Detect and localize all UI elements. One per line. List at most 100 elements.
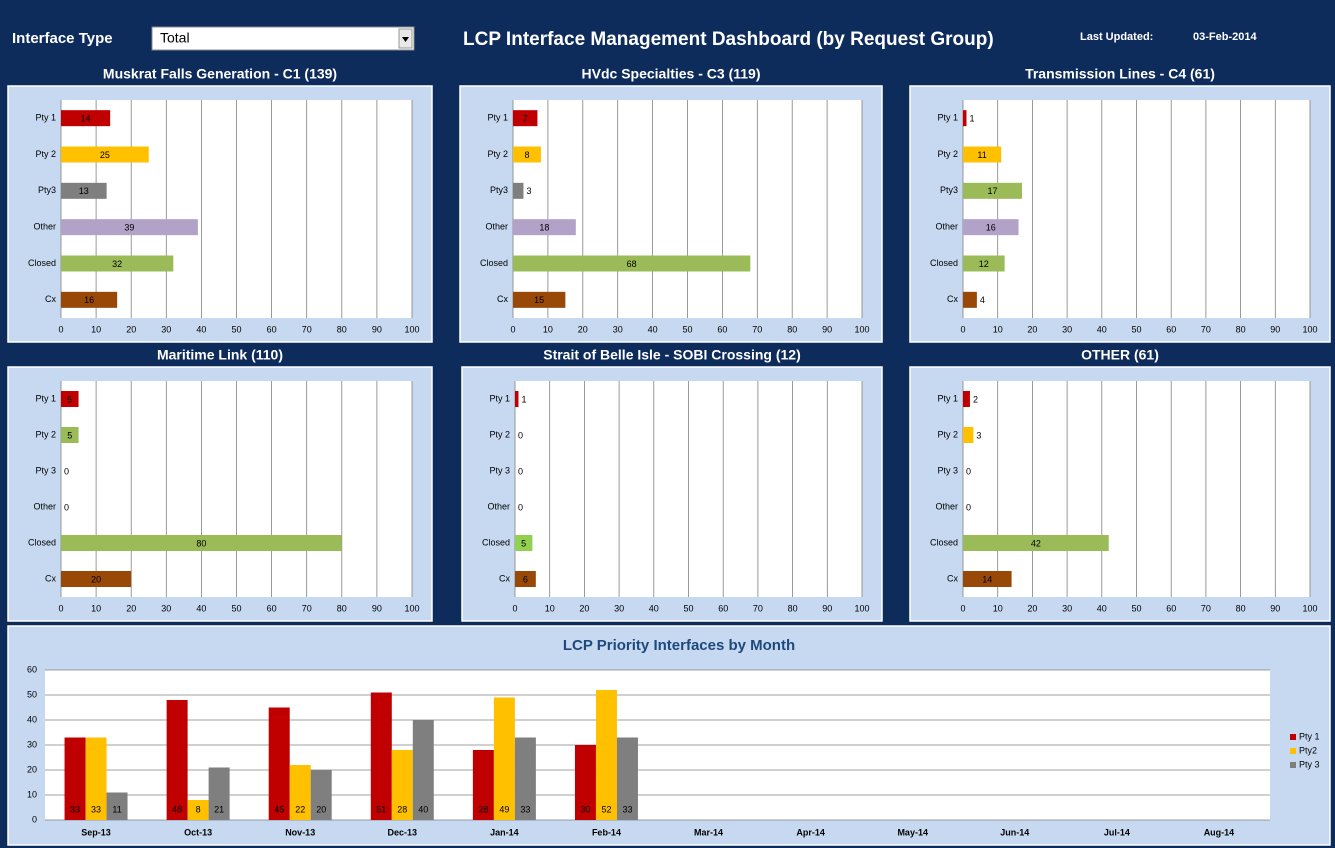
chart-title: HVdc Specialties - C3 (119): [582, 66, 761, 82]
x-tick-label: 20: [1027, 324, 1037, 334]
data-label: 0: [966, 502, 971, 512]
x-tick-label: 70: [752, 324, 762, 334]
data-label: 28: [478, 804, 488, 814]
y-tick-label: Pty 1: [489, 393, 510, 403]
data-label: 1: [969, 114, 974, 124]
bar: [85, 737, 107, 820]
x-tick-label: 0: [58, 324, 63, 334]
data-label: 17: [987, 186, 997, 196]
bar: [370, 692, 392, 820]
x-tick-label: May-14: [897, 827, 928, 837]
x-tick-label: 0: [512, 603, 517, 613]
x-tick-label: 30: [161, 603, 171, 613]
data-label: 13: [79, 186, 89, 196]
data-label: 28: [397, 804, 407, 814]
data-label: 51: [376, 804, 386, 814]
x-tick-label: 20: [1027, 603, 1037, 613]
updated-date: 03-Feb-2014: [1193, 31, 1257, 43]
bar: [64, 737, 86, 820]
bar: [106, 792, 128, 820]
x-tick-label: Jun-14: [1000, 827, 1029, 837]
data-label: 68: [627, 259, 637, 269]
chart-title: LCP Priority Interfaces by Month: [563, 637, 795, 654]
y-tick-label: 60: [27, 664, 37, 674]
y-tick-label: 50: [27, 689, 37, 699]
dropdown-box[interactable]: [151, 26, 415, 51]
data-label: 40: [418, 804, 428, 814]
bar: [268, 707, 290, 820]
data-label: 45: [274, 804, 284, 814]
y-tick-label: Other: [485, 222, 508, 232]
x-tick-label: 60: [718, 603, 728, 613]
data-label: 3: [526, 186, 531, 196]
x-tick-label: 30: [1062, 324, 1072, 334]
bar: [963, 110, 967, 127]
bar: [595, 690, 617, 820]
x-tick-label: 100: [404, 603, 419, 613]
x-tick-label: Jan-14: [490, 827, 519, 837]
bar: [412, 720, 434, 820]
x-tick-label: 90: [372, 324, 382, 334]
bar: [515, 571, 536, 587]
dropdown-arrow[interactable]: [402, 37, 409, 42]
data-label: 8: [524, 150, 529, 160]
x-tick-label: 40: [1097, 324, 1107, 334]
filter-label: Interface Type: [12, 30, 113, 47]
data-label: 8: [196, 804, 201, 814]
x-tick-label: 100: [1302, 603, 1317, 613]
x-tick-label: Apr-14: [796, 827, 825, 837]
data-label: 22: [295, 804, 305, 814]
x-tick-label: 10: [993, 603, 1003, 613]
data-label: 33: [91, 804, 101, 814]
x-tick-label: 60: [267, 324, 277, 334]
chart-title: OTHER (61): [1081, 347, 1159, 363]
x-tick-label: 100: [854, 603, 869, 613]
x-tick-label: 80: [788, 603, 798, 613]
bar: [963, 571, 1012, 587]
y-tick-label: Other: [33, 222, 56, 232]
x-tick-label: 60: [717, 324, 727, 334]
x-tick-label: 20: [578, 324, 588, 334]
data-label: 5: [67, 394, 72, 404]
y-tick-label: Closed: [28, 258, 56, 268]
x-tick-label: 60: [1166, 603, 1176, 613]
bar: [61, 110, 111, 127]
bar: [963, 427, 974, 443]
x-tick-label: Mar-14: [694, 827, 723, 837]
data-label: 20: [316, 804, 326, 814]
data-label: 18: [539, 223, 549, 233]
bar: [515, 535, 533, 551]
data-label: 14: [982, 574, 992, 584]
y-tick-label: 30: [27, 739, 37, 749]
x-tick-label: 50: [1131, 324, 1141, 334]
data-label: 0: [518, 430, 523, 440]
x-tick-label: 60: [267, 603, 277, 613]
chart-title: Transmission Lines - C4 (61): [1025, 66, 1215, 82]
filter-dropdown[interactable]: Total: [151, 26, 415, 51]
x-tick-label: 40: [196, 324, 206, 334]
y-tick-label: Other: [935, 222, 958, 232]
x-tick-label: Oct-13: [184, 827, 212, 837]
data-label: 7: [523, 114, 528, 124]
y-tick-label: Pty 2: [487, 149, 508, 159]
x-tick-label: 80: [1236, 324, 1246, 334]
data-label: 5: [521, 538, 526, 548]
y-tick-label: Pty 3: [35, 465, 56, 475]
y-tick-label: Pty 1: [487, 113, 508, 123]
bar: [513, 255, 751, 272]
y-tick-label: 0: [32, 814, 37, 824]
dropdown-value[interactable]: Total: [160, 30, 190, 46]
x-tick-label: 10: [993, 324, 1003, 334]
y-tick-label: Closed: [482, 537, 510, 547]
data-label: 0: [64, 466, 69, 476]
x-tick-label: 90: [1270, 324, 1280, 334]
bar: [963, 219, 1019, 236]
data-label: 52: [601, 804, 611, 814]
y-tick-label: Pty 1: [937, 393, 958, 403]
y-tick-label: Closed: [930, 537, 958, 547]
bar: [61, 427, 79, 443]
y-tick-label: Closed: [480, 258, 508, 268]
legend-swatch: [1290, 748, 1296, 754]
x-tick-label: 10: [91, 324, 101, 334]
data-label: 49: [499, 804, 509, 814]
